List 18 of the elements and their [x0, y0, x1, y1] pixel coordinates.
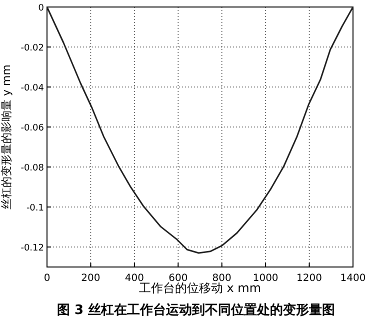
- y-tick-label: -0.1: [26, 204, 44, 214]
- line-series: [46, 6, 354, 254]
- y-tick-label: 0: [38, 4, 44, 14]
- y-tick-label: -0.06: [20, 124, 44, 134]
- x-tick-label: 1400: [340, 273, 366, 284]
- x-axis-title: 工作台的位移动 x mm: [138, 281, 262, 295]
- y-axis-title: 丝杠的变形量的影响量 y mm: [0, 64, 13, 210]
- x-tick-label: 600: [168, 273, 188, 284]
- x-tick-label: 1200: [296, 273, 322, 284]
- x-tick-label: 400: [124, 273, 144, 284]
- x-tick-label: 800: [212, 273, 232, 284]
- y-tick-label: -0.02: [20, 44, 44, 54]
- x-tick-label: 1000: [252, 273, 278, 284]
- y-tick-label: -0.08: [20, 164, 44, 174]
- text: 图 3 丝杠在工作台运动到不同位置处的变形量图: [56, 302, 336, 318]
- x-tick-label: 200: [81, 273, 100, 284]
- y-tick-label: -0.12: [20, 244, 44, 254]
- y-tick-label: -0.04: [20, 84, 44, 94]
